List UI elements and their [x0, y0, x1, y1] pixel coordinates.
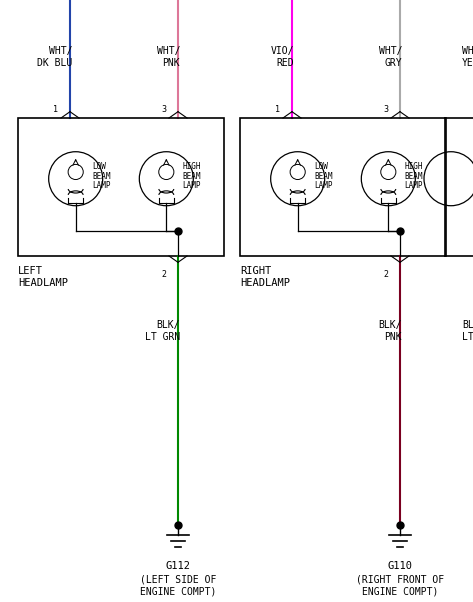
Text: BLK/
LT GRN: BLK/ LT GRN [462, 320, 473, 341]
Text: ENGINE COMPT): ENGINE COMPT) [140, 587, 216, 597]
Text: G112: G112 [166, 561, 191, 571]
Text: HIGH
BEAM
LAMP: HIGH BEAM LAMP [404, 162, 423, 190]
Text: HIGH
BEAM
LAMP: HIGH BEAM LAMP [183, 162, 201, 190]
Text: LEFT
HEADLAMP: LEFT HEADLAMP [18, 266, 68, 288]
Text: (RIGHT FRONT OF: (RIGHT FRONT OF [356, 575, 444, 585]
Text: G110: G110 [387, 561, 412, 571]
Text: ENGINE COMPT): ENGINE COMPT) [362, 587, 438, 597]
Text: 1: 1 [53, 105, 58, 114]
Text: WHT/
GRY: WHT/ GRY [378, 46, 402, 68]
Text: RIGHT
HEADLAMP: RIGHT HEADLAMP [240, 266, 290, 288]
Text: BLK/
PNK: BLK/ PNK [378, 320, 402, 341]
Text: WHT/
DK BLU: WHT/ DK BLU [37, 46, 72, 68]
Text: BLK/
LT GRN: BLK/ LT GRN [145, 320, 180, 341]
Text: 3: 3 [161, 105, 166, 114]
Text: LOW
BEAM
LAMP: LOW BEAM LAMP [92, 162, 110, 190]
Text: (LEFT SIDE OF: (LEFT SIDE OF [140, 575, 216, 585]
Text: 1: 1 [275, 105, 280, 114]
Text: 2: 2 [383, 270, 388, 279]
Text: 2: 2 [161, 270, 166, 279]
Text: WHT/
YE: WHT/ YE [462, 46, 473, 68]
Bar [18, 118, 224, 256]
Text: VIO/
RED: VIO/ RED [271, 46, 294, 68]
Text: WHT/
PNK: WHT/ PNK [157, 46, 180, 68]
Text: 3: 3 [383, 105, 388, 114]
Text: LOW
BEAM
LAMP: LOW BEAM LAMP [314, 162, 333, 190]
Bar [240, 118, 446, 256]
